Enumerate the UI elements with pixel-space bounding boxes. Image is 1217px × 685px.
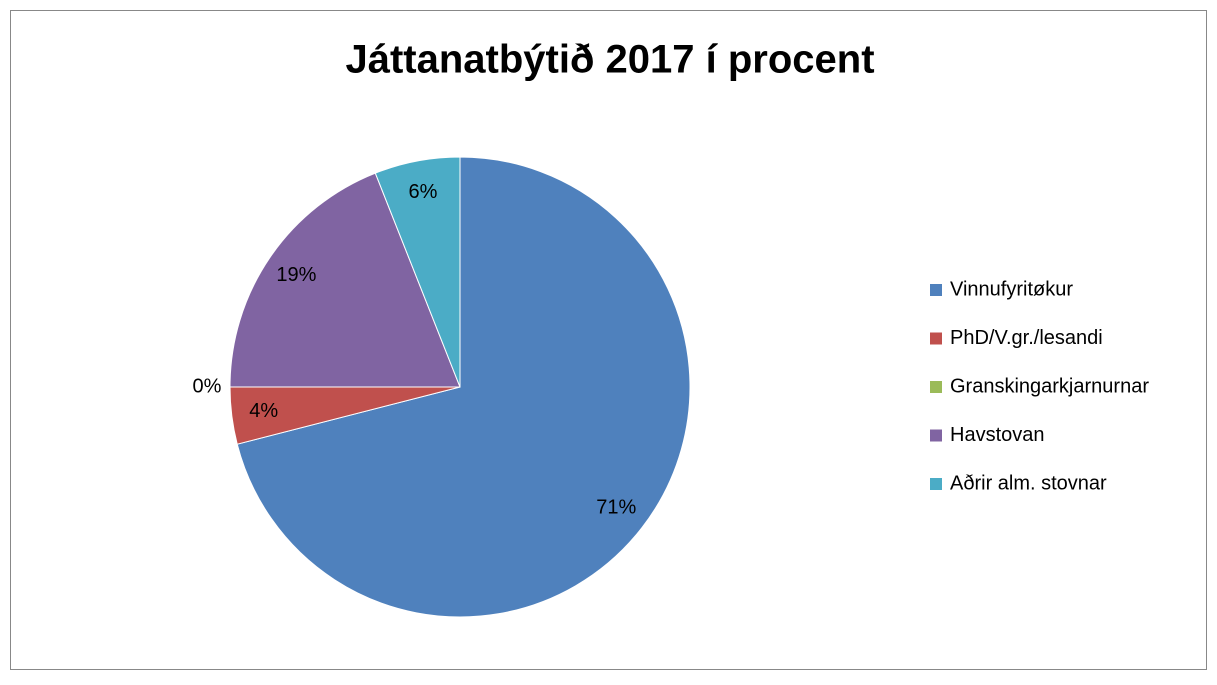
legend-label: Aðrir alm. stovnar bbox=[950, 472, 1107, 494]
chart-title: Játtanatbýtið 2017 í procent bbox=[345, 38, 874, 82]
legend-swatch bbox=[930, 429, 942, 442]
pie-slice bbox=[229, 172, 461, 388]
legend-label: Vinnufyritøkur bbox=[950, 278, 1073, 300]
data-label: 0% bbox=[193, 375, 222, 397]
legend-label: Granskingarkjarnurnar bbox=[950, 375, 1149, 397]
legend-swatch bbox=[930, 478, 942, 490]
legend-swatch bbox=[930, 332, 942, 345]
legend-swatch bbox=[930, 284, 942, 296]
pie-slice bbox=[236, 156, 691, 618]
data-label: 71% bbox=[596, 497, 636, 519]
data-label: 19% bbox=[276, 264, 316, 286]
legend-swatch bbox=[930, 381, 942, 393]
legend-label: Havstovan bbox=[950, 424, 1045, 446]
pie-slice bbox=[374, 156, 461, 388]
data-label: 4% bbox=[249, 400, 278, 422]
legend-label: PhD/V.gr./lesandi bbox=[950, 327, 1103, 349]
data-label: 6% bbox=[408, 181, 437, 203]
